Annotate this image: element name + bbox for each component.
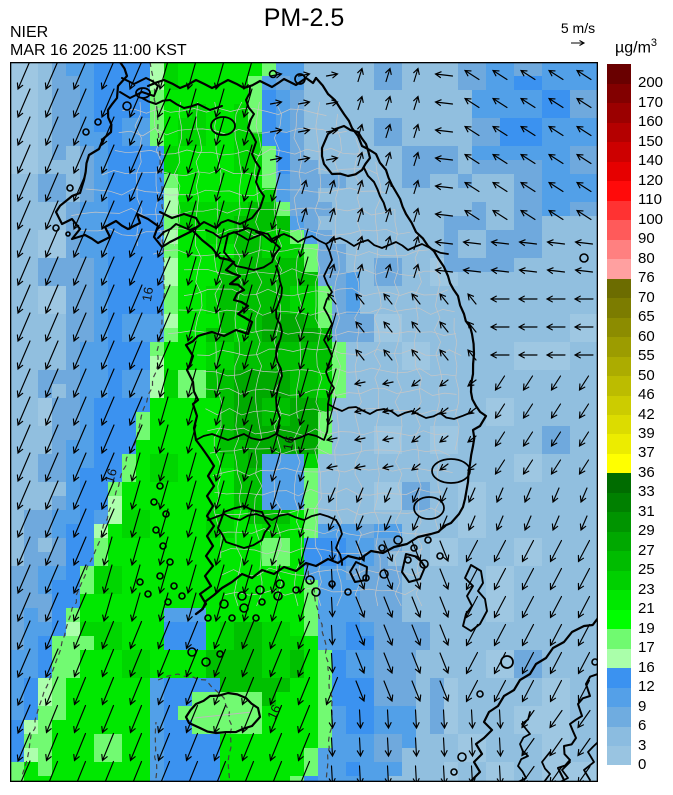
svg-text:16: 16: [139, 286, 156, 303]
svg-text:16: 16: [264, 702, 284, 721]
svg-text:16: 16: [280, 435, 297, 452]
